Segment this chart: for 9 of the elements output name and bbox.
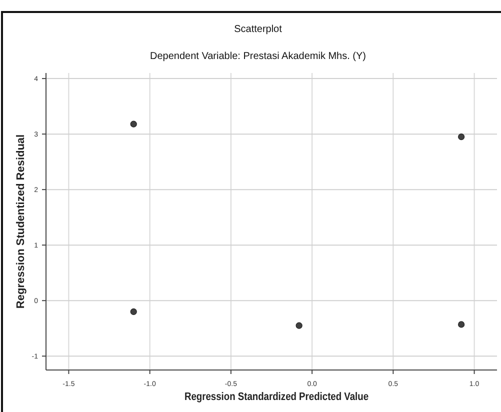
x-axis-title: Regression Standardized Predicted Value: [184, 391, 369, 404]
chart-title: Scatterplot: [234, 24, 282, 35]
y-axis-title: Regression Studentized Residual: [15, 134, 27, 309]
point: [458, 134, 465, 140]
point: [130, 120, 137, 128]
point: [130, 308, 137, 316]
point: [458, 321, 465, 328]
point: [296, 322, 302, 329]
chart-subtitle: Dependent Variable: Prestasi Akademik Mhs. (Y): [150, 51, 366, 62]
